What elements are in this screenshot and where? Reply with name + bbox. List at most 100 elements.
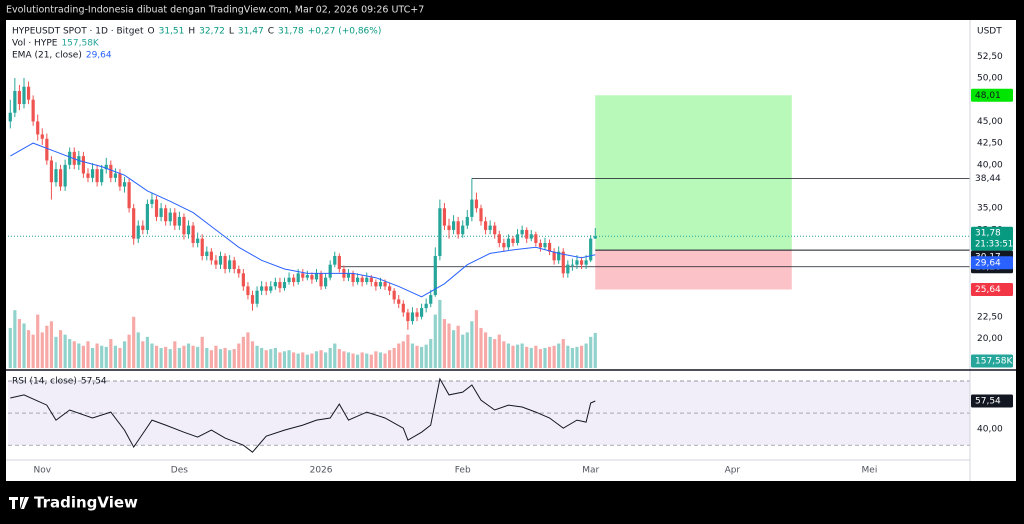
volume-bar bbox=[410, 343, 415, 368]
candle-body bbox=[141, 225, 145, 230]
volume-bar bbox=[150, 343, 154, 368]
volume-bar bbox=[415, 345, 419, 368]
volume-bar bbox=[511, 345, 515, 368]
volume-bar bbox=[8, 327, 12, 368]
candle-body bbox=[246, 286, 250, 296]
rsi-badge-bg bbox=[971, 394, 1013, 408]
volume-bar bbox=[552, 345, 556, 368]
volume-badge-bg bbox=[971, 354, 1013, 368]
candle-body bbox=[13, 91, 17, 113]
candle-body bbox=[378, 282, 383, 287]
volume-bar bbox=[584, 343, 588, 368]
candle-body bbox=[209, 251, 213, 261]
level-badge: 38,44 bbox=[975, 174, 1001, 184]
candle-body bbox=[497, 234, 501, 243]
volume-bar bbox=[173, 341, 177, 368]
candle-body bbox=[324, 277, 328, 287]
volume-bar bbox=[58, 330, 63, 368]
x-tick-label: Mar bbox=[582, 466, 599, 476]
candle-body bbox=[538, 242, 543, 248]
level-badge-bg bbox=[971, 171, 1013, 185]
volume-bar bbox=[260, 347, 264, 368]
volume-bar bbox=[333, 343, 337, 368]
candle-body bbox=[168, 212, 172, 222]
candle-body bbox=[237, 269, 241, 274]
candle-body bbox=[488, 225, 492, 230]
candle-body bbox=[273, 282, 277, 287]
x-tick-label: Apr bbox=[725, 466, 741, 476]
candle-body bbox=[346, 273, 351, 278]
ohlc-key: H bbox=[188, 27, 195, 37]
volume-bar bbox=[557, 343, 561, 368]
ohlc-value: 31,47 bbox=[238, 27, 264, 37]
volume-bar bbox=[145, 336, 149, 368]
volume-bar bbox=[351, 353, 355, 368]
volume-bar bbox=[456, 325, 460, 368]
volume-bar bbox=[406, 334, 410, 368]
candle-body bbox=[49, 160, 54, 183]
candle-body bbox=[191, 225, 195, 243]
candle-body bbox=[136, 225, 140, 239]
candle-body bbox=[547, 242, 552, 252]
candle-body bbox=[575, 260, 579, 265]
volume-bar bbox=[593, 332, 597, 368]
ohlc-value: 31,51 bbox=[159, 27, 185, 37]
stop-badge-bg bbox=[971, 283, 1013, 297]
candle-body bbox=[196, 238, 200, 243]
volume-bar bbox=[547, 346, 552, 368]
y-tick-label: 35,00 bbox=[977, 204, 1003, 214]
volume-bar bbox=[301, 352, 305, 368]
rsi-badge: 57,54 bbox=[975, 396, 1001, 406]
candle-body bbox=[86, 173, 90, 178]
volume-bar bbox=[205, 347, 209, 368]
candle-body bbox=[228, 260, 232, 270]
volume-bar bbox=[506, 343, 511, 368]
candle-body bbox=[241, 273, 245, 287]
candle-body bbox=[132, 208, 136, 239]
volume-bar bbox=[200, 336, 204, 368]
plot: 52,5050,0045,0042,5040,0035,0032,5022,50… bbox=[8, 27, 1013, 476]
candle-body bbox=[250, 295, 255, 304]
rsi-legend: RSI (14, close) bbox=[12, 377, 77, 387]
volume-bar bbox=[127, 334, 131, 368]
candle-body bbox=[557, 251, 561, 261]
volume-bar bbox=[461, 334, 465, 368]
candle-body bbox=[45, 138, 49, 161]
stop-zone bbox=[595, 250, 792, 290]
y-tick-label: 22,50 bbox=[977, 312, 1003, 322]
volume-bar bbox=[383, 353, 387, 368]
volume-bar bbox=[538, 349, 543, 368]
volume-bar bbox=[356, 354, 360, 368]
volume-bar bbox=[342, 351, 346, 368]
candle-body bbox=[424, 303, 428, 309]
ohlc-value: 32,72 bbox=[199, 27, 225, 37]
candle-body bbox=[392, 290, 396, 300]
candle-body bbox=[278, 282, 282, 289]
volume-bar bbox=[324, 352, 328, 368]
volume-bar bbox=[237, 343, 241, 368]
volume-bar bbox=[269, 349, 273, 368]
volume-bar bbox=[483, 332, 488, 368]
candle-body bbox=[200, 238, 204, 256]
volume-bar bbox=[296, 353, 300, 368]
candle-body bbox=[356, 277, 360, 283]
volume-bar bbox=[168, 349, 172, 368]
candle-body bbox=[31, 99, 35, 122]
candle-body bbox=[63, 164, 67, 187]
candle-body bbox=[383, 282, 387, 287]
stop-badge: 25,64 bbox=[975, 285, 1001, 295]
candle-body bbox=[223, 255, 227, 270]
candle-body bbox=[90, 169, 95, 178]
volume-bar bbox=[36, 314, 40, 368]
candle-body bbox=[520, 229, 524, 235]
volume-bar bbox=[13, 310, 17, 368]
candle-body bbox=[314, 273, 319, 280]
candle-body bbox=[305, 275, 309, 278]
volume-bar bbox=[328, 347, 332, 368]
volume-bar bbox=[575, 346, 579, 368]
candle-body bbox=[58, 169, 63, 187]
candle-body bbox=[584, 260, 588, 265]
volume-bar bbox=[122, 341, 127, 368]
y-tick-label: 45,00 bbox=[977, 117, 1003, 127]
